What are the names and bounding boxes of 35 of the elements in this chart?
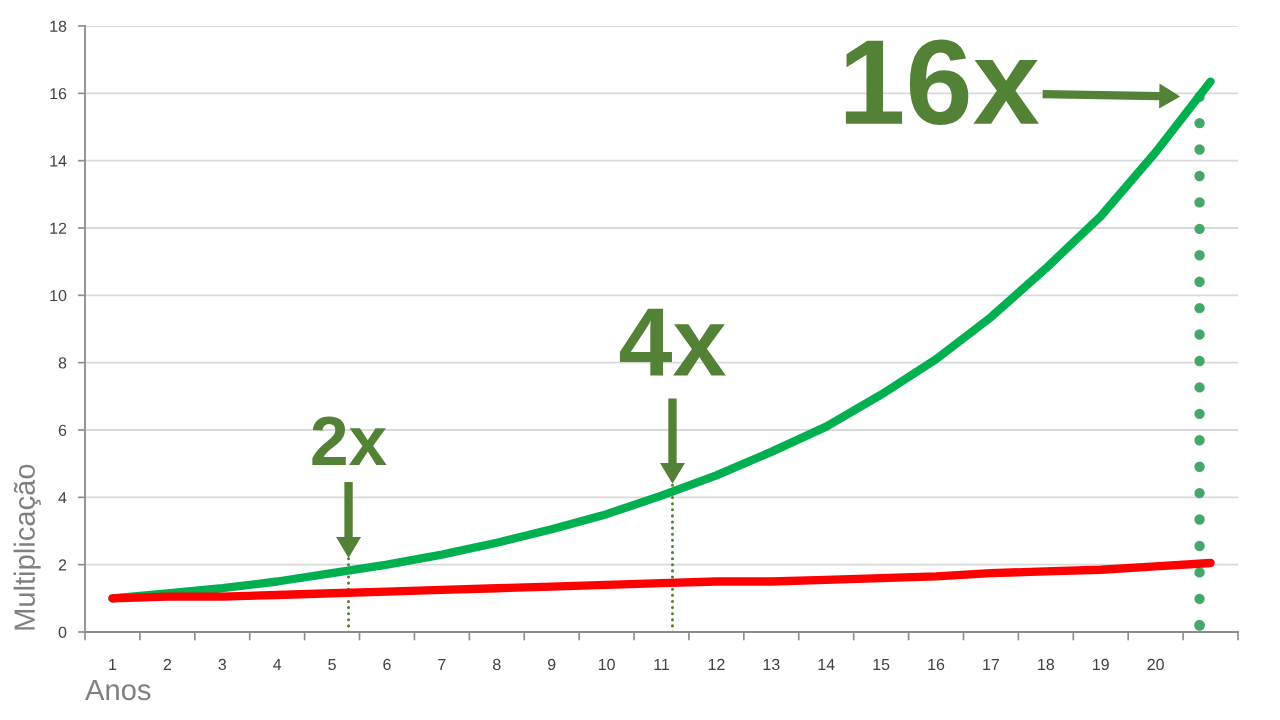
- y-tick-label: 10: [50, 289, 67, 302]
- x-tick-label: 3: [218, 658, 226, 671]
- annotation: 2x: [312, 416, 387, 465]
- x-tick-label: 14: [818, 658, 835, 670]
- annotation: 16x: [845, 39, 1039, 125]
- x-tick-label: 10: [598, 658, 615, 671]
- y-tick-label: 0: [58, 626, 67, 638]
- x-tick-label: 15: [873, 658, 890, 671]
- x-tick-label: 7: [438, 658, 446, 670]
- y-tick-label: 2: [58, 559, 67, 571]
- x-tick-label: 20: [1147, 658, 1164, 671]
- x-tick-label: 17: [983, 658, 1000, 670]
- y-tick-label: 16: [50, 87, 67, 100]
- x-tick-label: 4: [273, 658, 282, 670]
- x-tick-label: 12: [708, 658, 725, 670]
- x-tick-label: 18: [1038, 658, 1055, 671]
- x-tick-label: 1: [109, 658, 117, 670]
- y-tick-label: 8: [58, 357, 67, 369]
- x-tick-label: 6: [383, 658, 391, 671]
- x-axis-title: Anos: [85, 679, 151, 701]
- x-tick-label: 5: [328, 658, 336, 671]
- x-tick-label: 13: [763, 658, 780, 671]
- y-axis-title: Multiplicação: [13, 464, 41, 630]
- y-tick-label: 4: [58, 492, 67, 504]
- x-tick-label: 9: [548, 658, 556, 671]
- x-tick-label: 11: [654, 658, 670, 670]
- y-tick-label: 14: [50, 155, 67, 167]
- y-tick-label: 12: [50, 222, 67, 234]
- x-tick-label: 19: [1093, 658, 1109, 671]
- y-tick-label: 18: [50, 20, 67, 32]
- x-tick-label: 2: [163, 658, 171, 670]
- y-tick-label: 6: [58, 424, 67, 436]
- x-tick-label: 16: [928, 658, 945, 671]
- x-tick-label: 8: [493, 658, 501, 671]
- annotation: 4x: [619, 308, 726, 376]
